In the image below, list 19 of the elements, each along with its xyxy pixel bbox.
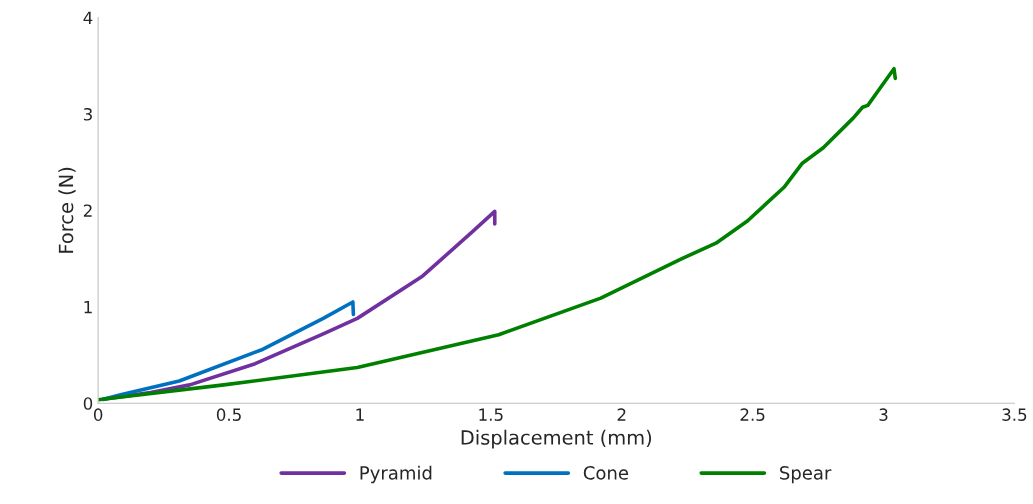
y-axis-title: Force (N) — [58, 167, 76, 253]
y-tick-label: 3 — [83, 107, 92, 121]
x-tick-label: 2.5 — [740, 408, 765, 421]
x-axis-title: Displacement (mm) — [461, 429, 652, 449]
line-series — [98, 66, 898, 402]
x-tick-label: 2 — [617, 408, 626, 421]
x-tick-label: 0.5 — [216, 408, 241, 421]
x-tick-label: 0 — [93, 408, 103, 421]
y-tick-label: 0 — [83, 397, 93, 410]
y-tick-label: 2 — [83, 204, 92, 217]
legend-label: Pyramid — [360, 465, 432, 484]
y-tick-label: 4 — [83, 11, 93, 24]
y-tick-label: 1 — [84, 300, 92, 314]
legend-label: Cone — [583, 466, 629, 480]
x-tick-label: 3 — [879, 408, 888, 421]
x-tick-label: 1 — [356, 408, 364, 421]
x-tick-label: 3.5 — [1002, 408, 1027, 421]
legend-label: Spear — [780, 466, 832, 484]
x-tick-label: 1.5 — [479, 408, 503, 421]
